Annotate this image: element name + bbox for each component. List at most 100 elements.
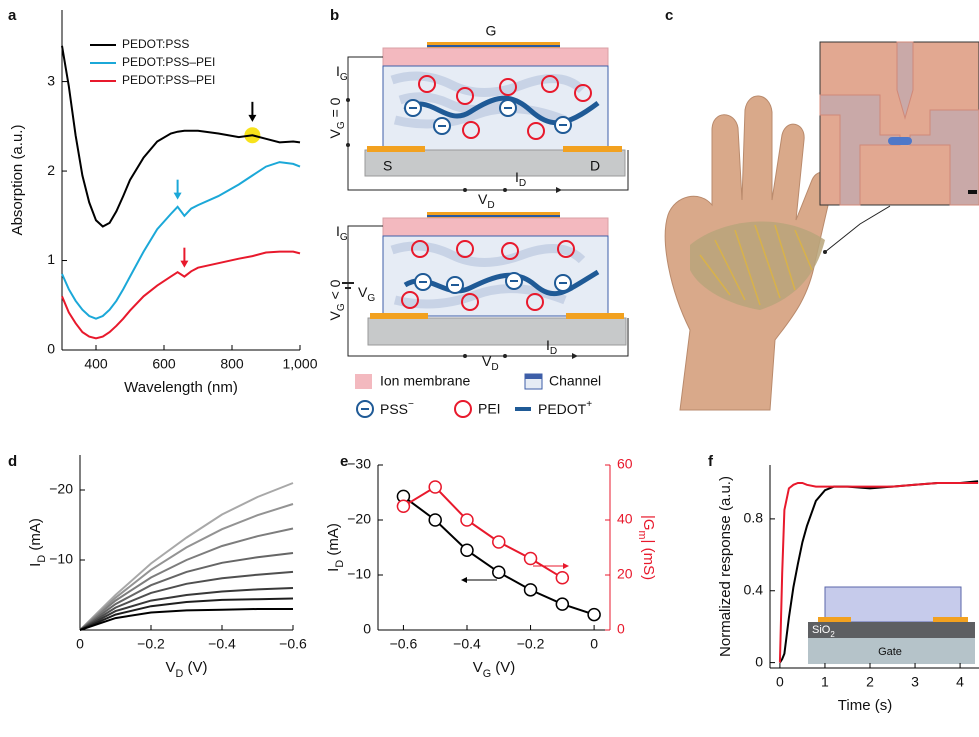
- text-part: (mA): [325, 523, 342, 560]
- x-axis-label: Wavelength (nm): [124, 379, 238, 396]
- panel-label: b: [330, 7, 339, 24]
- y2-tick-label: 60: [617, 456, 633, 472]
- x-tick-label: 1,000: [282, 356, 317, 372]
- text-part: PEDOT: [538, 401, 587, 417]
- legend-label: PEDOT:PSS–PEI: [122, 55, 215, 69]
- data-point: [461, 514, 473, 526]
- y-tick-label: 0: [47, 341, 55, 357]
- voltage-label: VG: [358, 284, 375, 304]
- x-tick-label: 4: [956, 674, 964, 690]
- data-point: [429, 514, 441, 526]
- series-line: [62, 162, 300, 319]
- data-point: [461, 544, 473, 556]
- arrow-head: [248, 115, 256, 122]
- x-tick-label: 400: [84, 356, 108, 372]
- legend-label: PSS−: [380, 399, 414, 417]
- y-tick-label: −10: [347, 566, 371, 582]
- text-part: | (mS): [640, 540, 657, 581]
- y-tick-label: −30: [347, 456, 371, 472]
- legend-label: Channel: [549, 373, 601, 389]
- text-part: < 0: [327, 279, 343, 303]
- text-part: G: [483, 668, 491, 680]
- text-part: m: [636, 531, 648, 540]
- text-part: G: [340, 232, 348, 243]
- x-tick-label: 3: [911, 674, 919, 690]
- x-tick-label: −0.6: [279, 636, 307, 652]
- text-part: D: [36, 555, 48, 563]
- x-tick-label: −0.2: [517, 636, 545, 652]
- text-part: (mA): [27, 518, 44, 555]
- panel-label: d: [8, 453, 17, 470]
- x-axis-label: Time (s): [838, 697, 892, 714]
- text-part: D: [550, 346, 557, 357]
- y-tick-label: 0: [363, 621, 371, 637]
- text-part: −: [408, 399, 414, 410]
- y-axis-label: ID (mA): [325, 523, 346, 572]
- y-axis-label: ID (mA): [27, 518, 48, 567]
- x-tick-label: 1: [821, 674, 829, 690]
- arrow-head: [180, 261, 188, 268]
- y-tick-label: −20: [347, 511, 371, 527]
- text-part: G: [367, 293, 375, 304]
- text-part: (V): [491, 659, 515, 676]
- text-part: D: [487, 200, 494, 211]
- x-tick-label: −0.6: [390, 636, 418, 652]
- y2-tick-label: 40: [617, 511, 633, 527]
- legend-label: PEDOT:PSS: [122, 37, 189, 51]
- y-axis-label: Normalized response (a.u.): [717, 476, 734, 657]
- x-tick-label: 0: [590, 636, 598, 652]
- source-label: S: [383, 158, 392, 174]
- arrow-head: [174, 193, 182, 200]
- text-part: SiO: [812, 624, 831, 636]
- panel-label: c: [665, 7, 673, 24]
- text-part: 2: [830, 630, 834, 639]
- text-part: PSS: [380, 401, 408, 417]
- panel-label: f: [708, 453, 714, 470]
- series-line: [62, 252, 300, 339]
- legend-label: PEDOT:PSS–PEI: [122, 73, 215, 87]
- y-tick-label: 1: [47, 251, 55, 267]
- x-tick-label: 600: [152, 356, 176, 372]
- y-tick-label: 3: [47, 72, 55, 88]
- data-point: [429, 481, 441, 493]
- series-line: [403, 487, 562, 578]
- current-label: IG: [336, 223, 348, 243]
- y-tick-label: 2: [47, 162, 55, 178]
- voltage-label: VG < 0: [327, 279, 347, 320]
- device-bottom: [342, 212, 628, 359]
- legend-label: Ion membrane: [380, 373, 470, 389]
- y-axis-label: Absorption (a.u.): [9, 125, 26, 236]
- text-part: (V): [183, 659, 207, 676]
- gate-label: G: [486, 23, 497, 39]
- y-tick-label: 0: [755, 653, 763, 669]
- text-part: D: [491, 362, 498, 373]
- data-point: [556, 572, 568, 584]
- x-tick-label: −0.2: [137, 636, 165, 652]
- legend-label: PEI: [478, 401, 501, 417]
- legend-label: PEDOT+: [538, 399, 592, 417]
- x-tick-label: −0.4: [208, 636, 236, 652]
- voltage-label: VD: [478, 191, 495, 211]
- text-part: |G: [640, 515, 657, 531]
- x-tick-label: 800: [220, 356, 244, 372]
- text-part: V: [473, 659, 483, 676]
- y-tick-label: −20: [49, 481, 73, 497]
- x-axis-label: VG (V): [473, 659, 516, 680]
- data-point: [525, 553, 537, 565]
- text-part: G: [340, 72, 348, 83]
- text-part: D: [519, 178, 526, 189]
- y2-axis-label: |Gm| (mS): [636, 515, 657, 580]
- text-part: +: [586, 399, 592, 410]
- series-line: [80, 529, 293, 631]
- text-part: D: [176, 668, 184, 680]
- panel-label: a: [8, 7, 17, 24]
- x-tick-label: 2: [866, 674, 874, 690]
- text-part: D: [334, 560, 346, 568]
- data-point: [493, 536, 505, 548]
- text-part: = 0: [327, 97, 343, 121]
- figure: a b c d e f G IG VG = 0 S D VD ID: [0, 0, 979, 737]
- data-point: [556, 598, 568, 610]
- y-tick-label: 0.8: [744, 510, 764, 526]
- text-part: G: [336, 121, 347, 129]
- current-label: IG: [336, 63, 348, 83]
